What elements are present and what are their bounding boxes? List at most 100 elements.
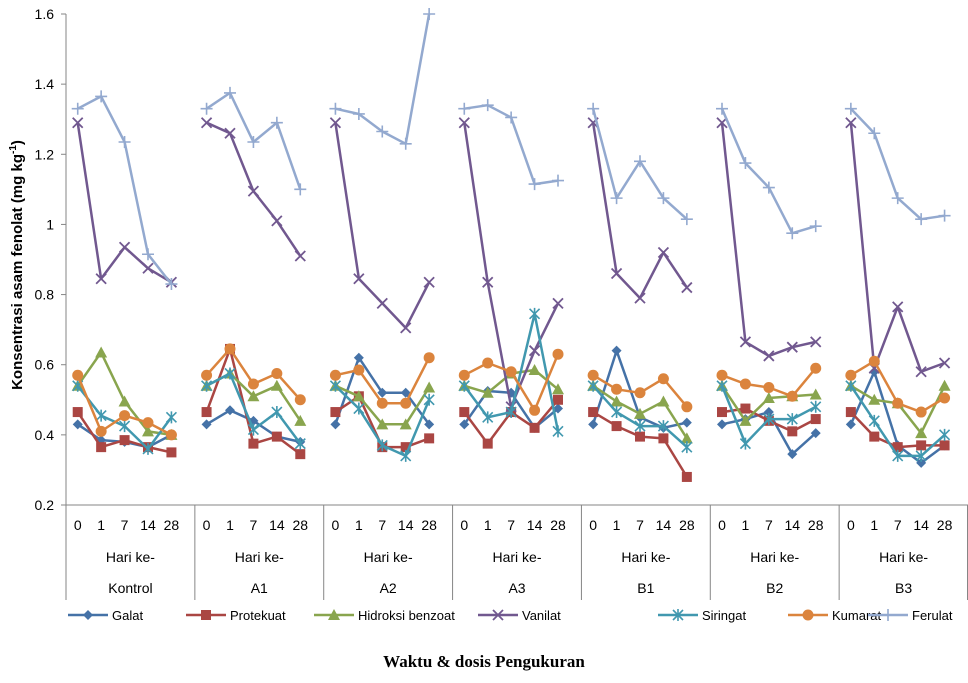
data-point <box>142 262 154 274</box>
data-point <box>810 362 822 374</box>
legend-item: Galat <box>68 608 143 623</box>
data-point <box>611 383 623 395</box>
data-point <box>96 442 107 453</box>
x-tick-day: 0 <box>74 517 82 533</box>
data-point <box>528 345 541 357</box>
data-point <box>739 336 752 348</box>
data-point <box>294 250 306 262</box>
data-point <box>459 407 470 418</box>
data-point <box>587 102 600 115</box>
x-tick-day: 7 <box>636 517 644 533</box>
legend-label: Galat <box>112 608 143 623</box>
data-point <box>200 117 213 129</box>
data-point <box>635 431 645 442</box>
data-point <box>681 471 692 482</box>
x-tick-day: 0 <box>332 517 340 533</box>
x-tick-day: 7 <box>507 517 515 533</box>
data-point <box>247 390 260 402</box>
data-point <box>505 406 517 419</box>
data-point <box>892 449 904 462</box>
data-point <box>423 352 435 364</box>
data-point <box>658 433 669 444</box>
data-point <box>271 406 283 419</box>
data-point <box>869 431 880 442</box>
y-tick-label: 0.4 <box>35 427 55 443</box>
data-point <box>529 404 541 416</box>
series-line <box>591 122 688 300</box>
data-point <box>882 609 894 621</box>
data-point <box>868 355 880 367</box>
data-point <box>892 397 904 409</box>
data-point <box>915 427 928 439</box>
y-tick-label: 1 <box>46 216 54 232</box>
legend-label: Siringat <box>702 608 746 623</box>
data-point <box>552 348 564 360</box>
data-point <box>353 273 365 285</box>
data-point <box>844 102 857 115</box>
data-point <box>787 426 798 437</box>
data-point <box>119 420 131 433</box>
y-axis-title: Konsentrasi asam fenolat (mg kg-1) <box>8 140 26 390</box>
x-tick-day: 0 <box>203 517 211 533</box>
data-point <box>802 609 814 621</box>
x-axis-title: Waktu & dosis Pengukuran <box>383 652 585 671</box>
series-line <box>849 122 946 373</box>
x-tick-day: 7 <box>378 517 386 533</box>
x-tick-day: 7 <box>250 517 258 533</box>
data-point <box>588 419 599 430</box>
x-tick-day: 28 <box>292 517 308 533</box>
x-day-label: Hari ke- <box>235 549 284 565</box>
data-point <box>459 419 470 430</box>
x-day-label: Hari ke- <box>879 549 928 565</box>
data-point <box>505 366 517 378</box>
data-point <box>225 405 235 416</box>
data-point <box>868 127 881 140</box>
series-ferulat <box>71 8 951 291</box>
data-point <box>482 438 493 449</box>
data-point <box>681 401 693 413</box>
data-point <box>717 407 727 418</box>
data-point <box>294 414 307 426</box>
data-point <box>763 407 774 418</box>
data-point <box>657 246 670 259</box>
y-tick-label: 0.2 <box>35 497 55 513</box>
data-point <box>247 185 260 197</box>
data-point <box>376 397 388 409</box>
series-siringat <box>72 307 951 462</box>
data-point <box>329 379 341 392</box>
data-point <box>553 403 563 414</box>
x-tick-day: 14 <box>784 517 800 533</box>
data-point <box>201 369 213 381</box>
data-point <box>118 241 131 253</box>
data-point <box>845 379 857 392</box>
data-point <box>271 215 283 227</box>
data-point <box>810 428 821 439</box>
data-point <box>248 438 259 449</box>
x-tick-day: 14 <box>656 517 672 533</box>
data-point <box>376 125 389 138</box>
data-point <box>119 410 131 422</box>
data-point <box>891 192 904 205</box>
data-point <box>915 366 927 378</box>
data-point <box>739 157 752 170</box>
data-point <box>786 390 798 402</box>
x-group-label: A1 <box>251 580 268 596</box>
data-point <box>200 102 213 115</box>
data-point <box>939 440 950 451</box>
data-point <box>424 419 435 430</box>
data-point <box>505 111 518 124</box>
data-point <box>399 137 412 150</box>
x-tick-day: 1 <box>226 517 234 533</box>
data-point <box>201 610 211 620</box>
data-point <box>552 297 564 309</box>
data-point <box>482 411 494 424</box>
data-point <box>528 363 541 375</box>
data-point <box>588 407 599 418</box>
x-day-label: Hari ke- <box>621 549 670 565</box>
data-point <box>95 90 108 103</box>
data-point <box>634 155 646 168</box>
x-group-label: B3 <box>895 580 912 596</box>
data-point <box>142 248 154 261</box>
data-point <box>587 379 599 392</box>
